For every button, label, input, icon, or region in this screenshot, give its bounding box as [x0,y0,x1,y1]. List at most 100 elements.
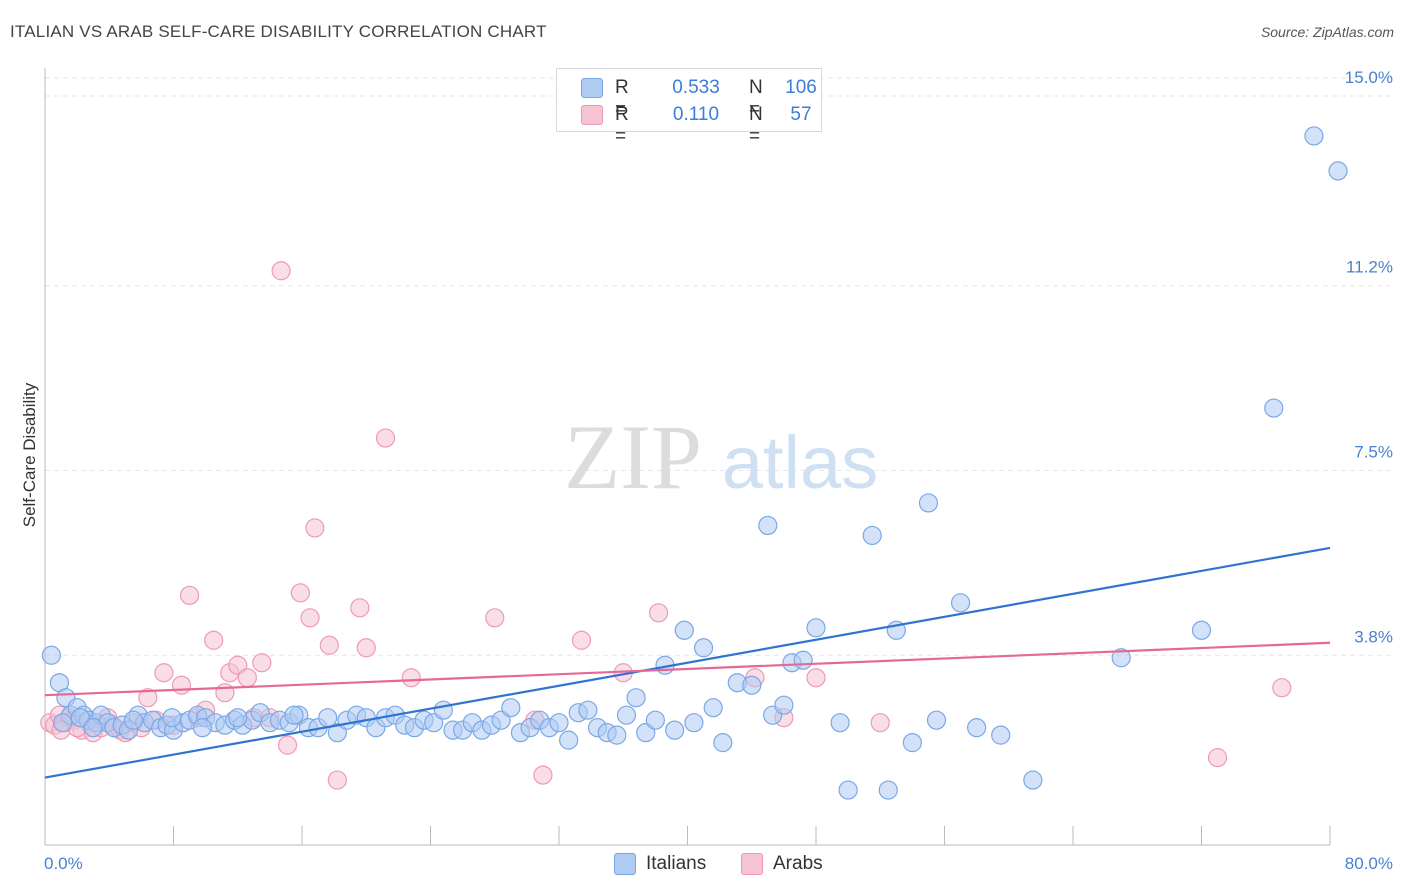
italians-points [41,126,1348,800]
italian-point [838,780,858,800]
arab-point [271,261,291,281]
italian-point [665,720,685,740]
italian-point [607,725,627,745]
italian-point [433,700,453,720]
arab-point [300,608,320,628]
arabs-points [40,261,1292,790]
italian-point [228,708,248,728]
italian-point [41,645,62,665]
arab-point [171,675,192,695]
italian-point [967,718,987,738]
italian-point [645,710,665,730]
y-axis-title: Self-Care Disability [20,382,39,527]
r-value: 0.110 [672,104,720,125]
arab-point [237,668,257,688]
italian-point [192,718,213,738]
italian-point [774,695,794,715]
arab-point [319,635,339,655]
italian-point [1304,126,1324,146]
italians-trend-line [44,546,1331,779]
italian-point [1191,620,1212,640]
italians-legend-swatch [614,853,636,875]
italian-point [950,593,971,613]
arab-point [252,653,272,673]
italian-point [83,718,103,738]
arab-point [401,668,421,688]
italian-point [53,713,73,733]
italian-point [1264,398,1284,418]
source-label: Source: ZipAtlas.com [1260,24,1394,40]
tick-labels: 3.8% 7.5% 11.2% 15.0% 0.0% 80.0% [44,68,1393,873]
italian-point [626,688,646,708]
arab-point [571,630,592,650]
y-tick-label: 11.2% [1346,258,1393,277]
arab-point [154,663,174,683]
trend-lines [44,546,1331,779]
arab-point [204,630,224,650]
arab-point [375,428,396,448]
italian-point [1023,770,1043,790]
stats-legend: R = 0.533 N = 106 R = 0.110 N = 57 [556,68,822,147]
arab-point [1272,678,1292,698]
r-label: R = [615,104,629,147]
arab-point [305,518,325,538]
n-value: 57 [790,104,812,125]
italian-point [674,620,694,640]
italian-point [902,733,922,753]
italian-point [703,698,723,718]
r-label: R = [615,77,629,120]
italian-point [713,733,733,753]
arabs-legend-swatch [741,853,763,875]
x-tick-label: 80.0% [1345,854,1393,873]
italian-point [578,700,598,720]
italian-point [878,780,898,800]
r-value: 0.533 [672,77,720,98]
watermark-zip: ZIP [564,406,702,508]
italian-point [1111,648,1131,668]
y-tick-label: 7.5% [1354,443,1393,462]
arab-point [290,583,310,603]
italian-point [830,713,850,733]
arab-point [327,770,347,790]
chart-title: ITALIAN VS ARAB SELF-CARE DISABILITY COR… [10,22,547,41]
arab-point [215,683,235,703]
italian-point [123,710,143,730]
arab-point [138,688,158,708]
gridlines [45,77,1392,656]
arab-point [648,603,669,623]
italian-point [501,698,521,718]
italian-point [70,708,90,728]
italian-point [793,650,813,670]
watermark-atlas: atlas [722,421,878,504]
italians-legend-label: Italians [646,853,707,874]
arab-point [350,598,370,618]
italian-point [926,710,947,730]
y-tick-label: 15.0% [1345,68,1393,87]
x-tick-label: 0.0% [44,854,83,873]
italian-point [559,730,579,750]
italians-swatch [581,78,603,98]
arab-point [806,668,826,688]
italian-point [284,705,304,725]
italian-point [549,713,569,733]
arab-point [277,735,298,755]
arab-point [533,765,553,785]
italian-point [162,708,182,728]
italian-point [1328,161,1348,181]
italian-point [684,713,704,733]
arab-point [485,608,505,628]
arabs-swatch [581,105,603,125]
arab-point [356,638,376,658]
y-tick-label: 3.8% [1354,627,1393,646]
n-value: 106 [785,77,817,98]
italian-point [742,675,762,695]
italian-point [693,638,714,658]
italian-point [991,725,1011,745]
arabs-legend-label: Arabs [773,853,823,874]
arab-point [870,713,890,733]
arab-point [1207,748,1228,768]
n-label: N = [749,77,763,120]
n-label: N = [749,104,763,147]
arab-point [179,585,200,605]
